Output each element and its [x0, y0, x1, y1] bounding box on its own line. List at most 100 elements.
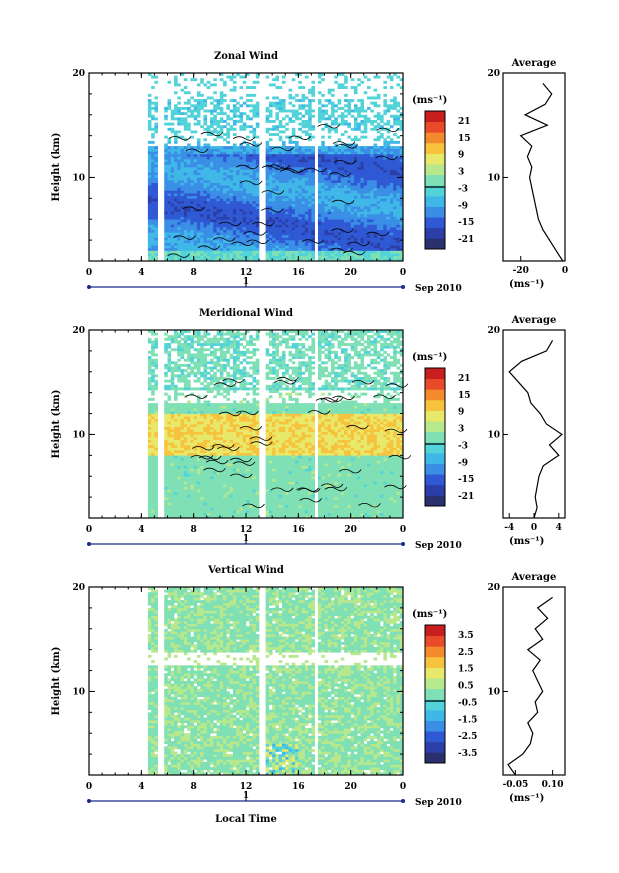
y-tick-label: 10 [72, 430, 85, 440]
average-x-label: (ms⁻¹) [509, 536, 544, 547]
date-label: Sep 2010 [415, 541, 462, 551]
heatmap-cells [147, 587, 404, 776]
average-profile [502, 72, 566, 262]
average-profile [502, 329, 566, 519]
x-tick-label: 0 [86, 782, 92, 792]
x-tick-label: 0 [400, 782, 406, 792]
colorbar-tick-label: 3 [458, 168, 464, 178]
colorbar-tick-label: 0.5 [458, 682, 474, 692]
colorbar-tick-label: -15 [458, 475, 474, 485]
y-tick-label: 20 [72, 326, 85, 336]
panel-title: Meridional Wind [199, 308, 293, 319]
average-x-tick-label: 0 [531, 523, 537, 533]
colorbar-tick-label: 3.5 [458, 631, 474, 641]
contour-lines [185, 376, 412, 508]
colorbar-tick-label: -15 [458, 218, 474, 228]
y-tick-label: 20 [72, 583, 85, 593]
colorbar-tick-label: 21 [458, 117, 471, 127]
x-tick-label: 8 [191, 782, 197, 792]
y-tick-label: 10 [72, 687, 85, 697]
y-tick-label: 20 [72, 69, 85, 79]
average-y-tick-label: 10 [487, 430, 500, 440]
colorbar-tick-label: -21 [458, 492, 474, 502]
average-y-tick-label: 20 [487, 583, 500, 593]
contour-lines [167, 124, 400, 258]
x-tick-label: 16 [292, 782, 305, 792]
colorbar-unit: (ms⁻¹) [412, 95, 447, 106]
x-tick-label: 8 [191, 525, 197, 535]
x-tick-label: 4 [138, 268, 144, 278]
date-tick-label: 1 [243, 277, 249, 287]
colorbar [424, 110, 446, 250]
colorbar-tick-label: -9 [458, 458, 468, 468]
colorbar-tick-label: -21 [458, 235, 474, 245]
x-tick-label: 4 [138, 525, 144, 535]
average-title: Average [511, 572, 557, 583]
colorbar-tick-label: -3 [458, 184, 468, 194]
average-line [507, 596, 553, 776]
x-tick-label: 12 [240, 782, 253, 792]
colorbar-tick-label: -9 [458, 201, 468, 211]
x-tick-label: 12 [240, 268, 253, 278]
date-tick-label: 1 [243, 534, 249, 544]
y-tick-label: 10 [72, 173, 85, 183]
average-x-label: (ms⁻¹) [509, 793, 544, 804]
x-tick-label: 16 [292, 525, 305, 535]
colorbar-tick-label: -1.5 [458, 715, 477, 725]
average-y-tick-label: 20 [487, 326, 500, 336]
average-y-tick-label: 20 [487, 69, 500, 79]
date-tick-label: 1 [243, 791, 249, 801]
panel-title: Zonal Wind [214, 51, 278, 62]
colorbar-tick-label: -0.5 [458, 698, 477, 708]
average-frame [502, 72, 566, 262]
average-x-tick-label: 0 [562, 266, 568, 276]
colorbar [424, 367, 446, 507]
average-x-tick-label: 0.10 [542, 780, 564, 790]
panel-title: Vertical Wind [207, 565, 284, 576]
x-tick-label: 20 [344, 268, 357, 278]
date-label: Sep 2010 [415, 798, 462, 808]
x-tick-label: 20 [344, 525, 357, 535]
heatmap-cells [147, 73, 404, 262]
average-x-tick-label: -4 [504, 523, 514, 533]
colorbar-unit: (ms⁻¹) [412, 609, 447, 620]
x-tick-label: 20 [344, 782, 357, 792]
average-title: Average [511, 58, 557, 69]
x-tick-label: 0 [86, 268, 92, 278]
x-tick-label: 0 [86, 525, 92, 535]
average-frame [502, 329, 566, 519]
x-tick-label: 4 [138, 782, 144, 792]
average-line [519, 83, 564, 262]
average-x-label: (ms⁻¹) [509, 279, 544, 290]
colorbar-tick-label: -2.5 [458, 732, 477, 742]
panel-1: Height (km) [51, 329, 566, 546]
colorbar-tick-label: 1.5 [458, 665, 474, 675]
average-y-tick-label: 10 [487, 687, 500, 697]
x-tick-label: 0 [400, 268, 406, 278]
average-x-tick-label: 4 [556, 523, 562, 533]
date-label: Sep 2010 [415, 284, 462, 294]
panel-2: Height (km) [51, 586, 566, 803]
average-frame [502, 586, 566, 776]
panel-0: Height (km) [51, 72, 566, 289]
average-y-tick-label: 10 [487, 173, 500, 183]
colorbar-tick-label: 9 [458, 151, 464, 161]
average-x-tick-label: -0.05 [503, 780, 529, 790]
x-tick-label: 8 [191, 268, 197, 278]
x-tick-label: 12 [240, 525, 253, 535]
y-axis-label: Height (km) [51, 390, 62, 459]
heatmap-cells [147, 330, 404, 519]
colorbar-tick-label: 21 [458, 374, 471, 384]
average-profile [502, 586, 566, 776]
average-line [508, 340, 563, 519]
colorbar-tick-label: -3 [458, 441, 468, 451]
x-tick-label: 0 [400, 525, 406, 535]
x-tick-label: 16 [292, 268, 305, 278]
colorbar-tick-label: 3 [458, 425, 464, 435]
x-axis-label: Local Time [215, 814, 277, 825]
colorbar-tick-label: 9 [458, 408, 464, 418]
y-axis-label: Height (km) [51, 133, 62, 202]
colorbar-tick-label: -3.5 [458, 749, 477, 759]
colorbar-tick-label: 15 [458, 134, 471, 144]
